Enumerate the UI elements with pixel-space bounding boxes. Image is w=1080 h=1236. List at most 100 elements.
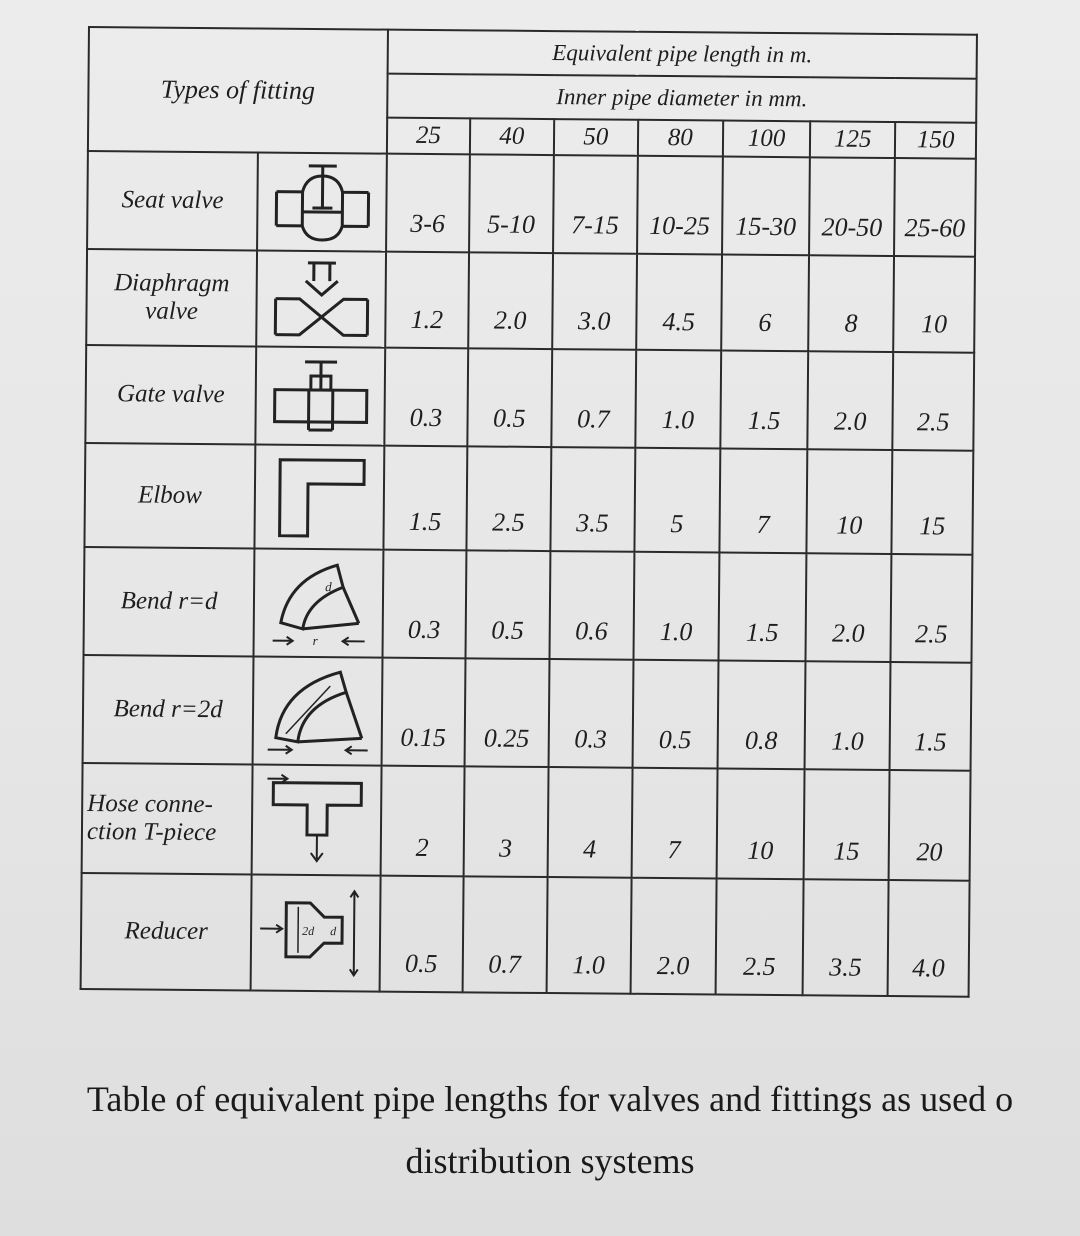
value-cell: 1.5 (889, 662, 972, 771)
value-cell: 4 (547, 767, 633, 878)
t-piece-icon (251, 764, 382, 876)
value-cell: 15 (803, 769, 890, 881)
value-cell: 2.5 (715, 878, 804, 996)
value-cell: 3.5 (550, 447, 636, 552)
value-cell: 3.0 (551, 253, 637, 350)
value-cell: 4.5 (635, 253, 722, 351)
fitting-name-line: Diaphragm (114, 269, 230, 298)
fitting-name: Gate valve (85, 344, 257, 445)
value-cell: 0.6 (549, 551, 635, 660)
value-cell: 8 (808, 255, 895, 353)
size-header: 40 (469, 118, 554, 156)
equivalent-length-table: Types of fitting Equivalent pipe length … (80, 26, 978, 998)
fitting-name: Diaphragm valve (86, 249, 258, 347)
value-cell: 1.0 (804, 661, 891, 771)
value-cell: 10 (806, 449, 893, 555)
table-row: Seat valve 3-6 5-10 7-15 10-25 15-30 20-… (87, 151, 976, 257)
bend-r-d-icon: d r (253, 548, 384, 658)
value-cell: 1.2 (385, 251, 469, 349)
value-cell: 2 (380, 765, 465, 877)
value-cell: 10 (716, 768, 805, 880)
value-cell: 2.5 (890, 554, 973, 663)
value-cell: 20 (888, 770, 971, 881)
value-cell: 1.5 (720, 350, 809, 450)
reducer-icon: 2d d (250, 874, 381, 992)
bend-r-2d-icon (252, 656, 383, 766)
value-cell: 0.3 (548, 659, 634, 768)
value-cell: 0.7 (462, 876, 548, 994)
fitting-name-line: valve (145, 297, 199, 325)
size-header: 150 (895, 122, 977, 159)
fitting-name: Bend r=2d (82, 654, 254, 765)
value-cell: 7 (719, 448, 808, 554)
value-cell: 1.5 (383, 445, 468, 551)
value-cell: 0.5 (379, 875, 464, 993)
table-row: Bend r=2d 0.15 0.25 0.3 0.5 0.8 1.0 1.5 (82, 654, 972, 771)
value-cell: 3-6 (385, 153, 470, 253)
value-cell: 7-15 (552, 155, 638, 254)
value-cell: 20-50 (809, 157, 896, 257)
size-header: 25 (386, 117, 471, 155)
fitting-name: Reducer (80, 872, 252, 991)
value-cell: 15 (891, 450, 974, 555)
size-header: 100 (722, 120, 811, 158)
reducer-d-label: d (330, 924, 337, 938)
value-cell: 2.0 (630, 877, 717, 995)
value-cell: 2.0 (805, 553, 892, 663)
table-row: Reducer 2d d 0.5 0.7 1.0 2.0 2.5 3.5 4.0 (80, 872, 970, 997)
gate-valve-icon (255, 346, 386, 446)
inner-diameter-header: Inner pipe diameter in mm. (387, 73, 977, 123)
value-cell: 1.0 (546, 877, 632, 994)
fitting-name-line: Hose conne- (87, 790, 213, 819)
value-cell: 4.0 (887, 880, 970, 997)
reducer-2d-label: 2d (302, 924, 315, 938)
value-cell: 10 (893, 256, 976, 353)
size-header: 80 (637, 119, 724, 157)
value-cell: 10-25 (636, 155, 723, 255)
fitting-name: Elbow (84, 442, 256, 549)
value-cell: 25-60 (894, 158, 976, 257)
header-row-equiv: Types of fitting Equivalent pipe length … (87, 27, 977, 154)
fitting-name: Bend r=d (83, 546, 255, 657)
types-of-fitting-header: Types of fitting (87, 27, 388, 154)
table-row: Diaphragm valve 1.2 2.0 3.0 4.5 6 8 10 (86, 249, 976, 353)
value-cell: 0.7 (551, 349, 636, 448)
bend-r-label: r (312, 633, 318, 648)
caption-line-1: Table of equivalent pipe lengths for val… (86, 1079, 1014, 1119)
table-row: Elbow 1.5 2.5 3.5 5 7 10 15 (84, 442, 974, 555)
diaphragm-valve-icon (256, 250, 386, 348)
fitting-name-line: ction T-piece (86, 818, 217, 847)
value-cell: 3.5 (802, 879, 889, 997)
table-row: Hose conne- ction T-piece 2 3 4 7 10 15 … (81, 762, 971, 881)
value-cell: 2.5 (892, 352, 975, 451)
value-cell: 1.5 (718, 552, 807, 662)
size-header: 125 (809, 121, 896, 159)
size-header: 50 (553, 119, 638, 156)
value-cell: 5 (634, 447, 721, 553)
value-cell: 0.8 (717, 660, 806, 770)
value-cell: 2.0 (807, 351, 894, 451)
value-cell: 7 (631, 767, 718, 879)
value-cell: 1.0 (633, 551, 720, 661)
equivalent-length-header: Equivalent pipe length in m. (387, 29, 977, 79)
value-cell: 2.5 (466, 446, 552, 552)
bend-d-label: d (325, 579, 332, 594)
value-cell: 0.15 (381, 657, 466, 767)
value-cell: 0.3 (382, 549, 467, 659)
table-row: Bend r=d d r 0.3 0.5 0.6 1.0 1.5 2.0 2.5 (83, 546, 973, 663)
value-cell: 0.5 (465, 550, 551, 660)
value-cell: 0.5 (632, 659, 719, 769)
value-cell: 1.0 (635, 349, 722, 449)
value-cell: 15-30 (721, 156, 810, 256)
value-cell: 0.3 (384, 347, 468, 447)
elbow-icon (254, 444, 385, 550)
value-cell: 2.0 (467, 252, 553, 350)
value-cell: 5-10 (468, 154, 554, 254)
value-cell: 0.25 (464, 658, 550, 768)
value-cell: 0.5 (467, 348, 552, 448)
value-cell: 6 (721, 254, 810, 352)
fitting-name: Seat valve (87, 151, 259, 251)
value-cell: 3 (463, 766, 549, 878)
fitting-name: Hose conne- ction T-piece (81, 762, 253, 875)
